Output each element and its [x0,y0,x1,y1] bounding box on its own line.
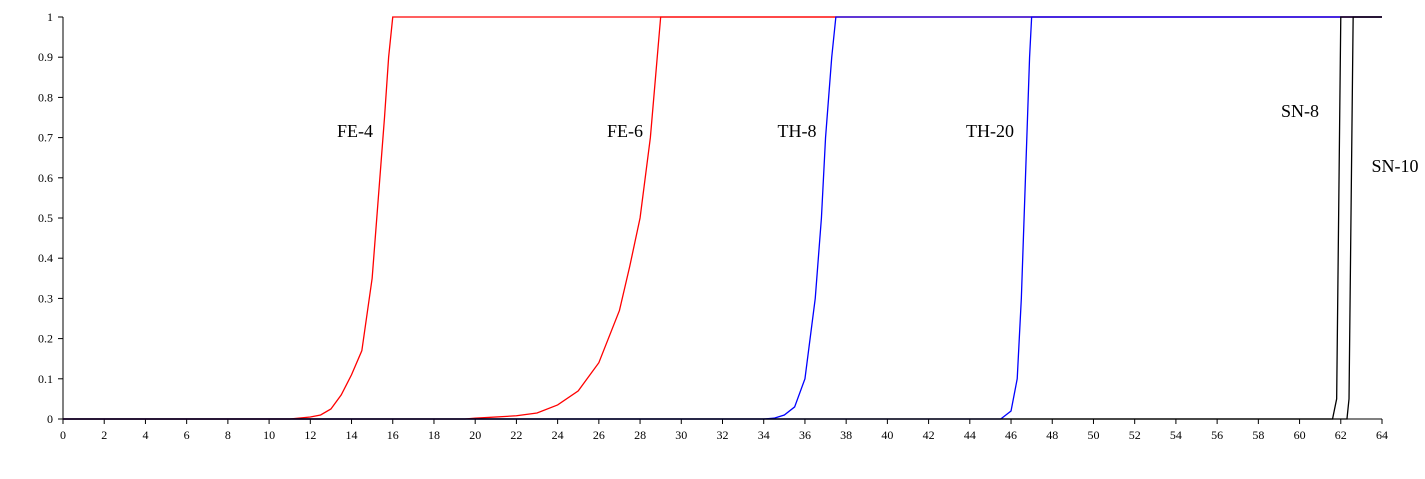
y-tick-label: 0.4 [38,251,53,265]
series-label: SN-8 [1281,101,1319,121]
x-tick-label: 14 [346,428,358,442]
x-tick-label: 58 [1252,428,1264,442]
x-tick-label: 16 [387,428,399,442]
y-tick-label: 0.1 [38,372,53,386]
x-tick-label: 26 [593,428,605,442]
x-tick-label: 32 [717,428,729,442]
x-tick-label: 44 [964,428,976,442]
series-line [63,16,1382,420]
x-tick-label: 12 [304,428,316,442]
series-label: TH-20 [966,121,1014,141]
x-tick-label: 4 [142,428,148,442]
x-tick-label: 42 [923,428,935,442]
x-tick-label: 22 [510,428,522,442]
y-tick-label: 0.8 [38,90,53,104]
y-tick-label: 0.5 [38,211,53,225]
series-label: FE-6 [607,121,643,141]
x-tick-label: 34 [758,428,770,442]
x-tick-label: 8 [225,428,231,442]
x-tick-label: 6 [184,428,190,442]
x-tick-label: 28 [634,428,646,442]
x-tick-label: 36 [799,428,811,442]
x-tick-label: 10 [263,428,275,442]
y-tick-label: 0.2 [38,332,53,346]
x-tick-label: 30 [675,428,687,442]
series-line [63,16,1382,420]
y-tick-label: 1 [47,10,53,24]
x-tick-label: 54 [1170,428,1182,442]
x-tick-label: 46 [1005,428,1017,442]
x-tick-label: 52 [1129,428,1141,442]
series-label: SN-10 [1371,156,1418,176]
x-tick-label: 50 [1087,428,1099,442]
series-line [63,16,1382,420]
x-tick-label: 0 [60,428,66,442]
y-tick-label: 0.6 [38,171,53,185]
series-label: FE-4 [337,121,373,141]
series-line [63,16,1382,420]
series-line [63,16,1382,420]
x-tick-label: 64 [1376,428,1388,442]
series-label: TH-8 [778,121,817,141]
y-tick-label: 0.3 [38,291,53,305]
x-tick-label: 56 [1211,428,1223,442]
series-line [63,16,1382,420]
y-tick-label: 0.7 [38,131,53,145]
x-tick-label: 40 [881,428,893,442]
x-tick-label: 62 [1335,428,1347,442]
y-tick-label: 0.9 [38,50,53,64]
x-tick-label: 24 [552,428,564,442]
x-tick-label: 18 [428,428,440,442]
x-tick-label: 20 [469,428,481,442]
x-tick-label: 2 [101,428,107,442]
x-tick-label: 60 [1294,428,1306,442]
y-tick-label: 0 [47,412,53,426]
x-tick-label: 38 [840,428,852,442]
x-tick-label: 48 [1046,428,1058,442]
